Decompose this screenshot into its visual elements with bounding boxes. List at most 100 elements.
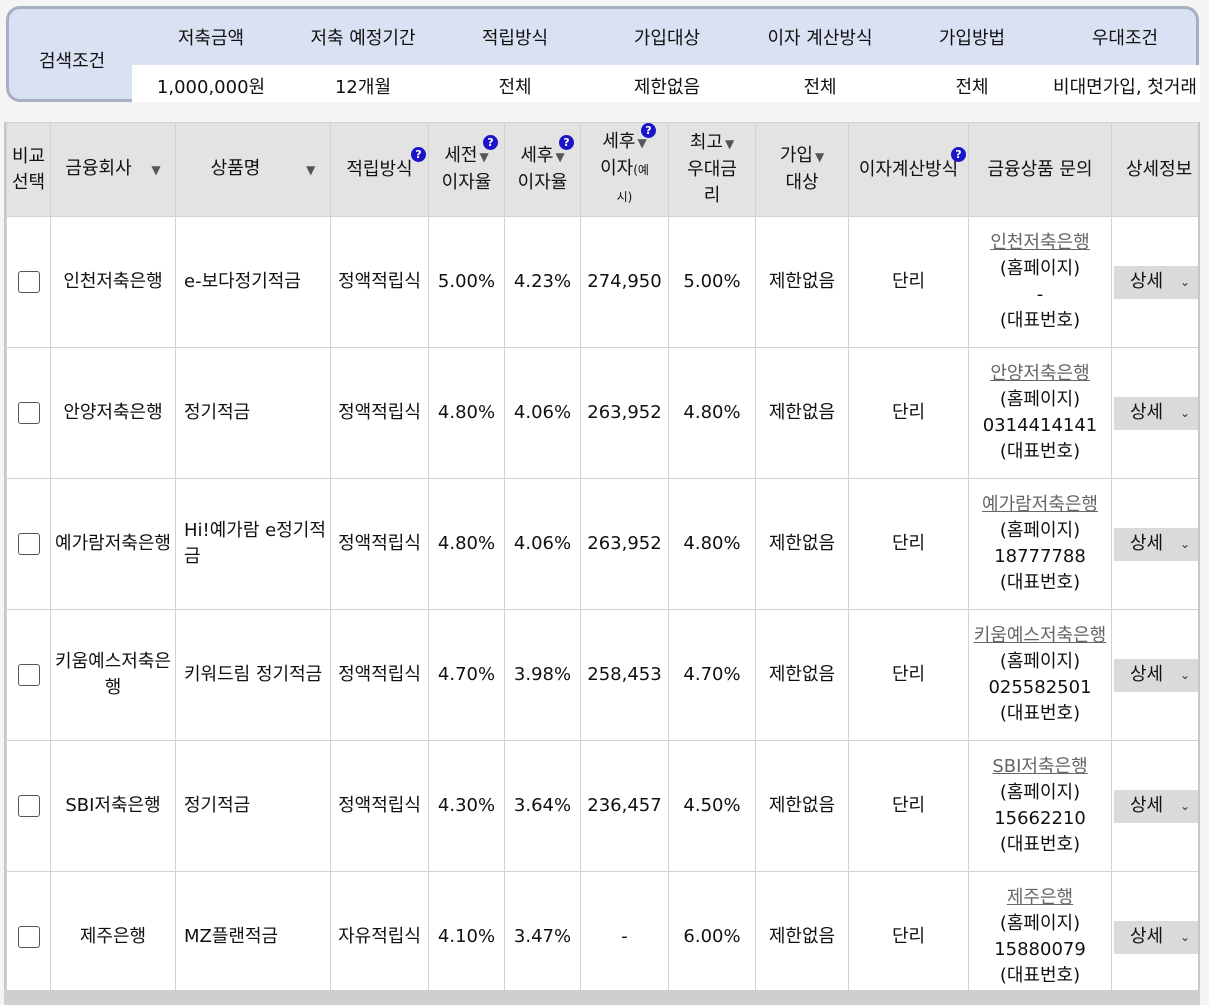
table-row: SBI저축은행 정기적금 정액적립식 4.30% 3.64% 236,457 4… [6,740,1198,872]
chevron-down-icon: ⌄ [1179,537,1190,551]
max-rate-cell: 4.80% [668,478,756,610]
max-rate-cell: 4.50% [668,740,756,872]
cond-header-join: 가입방법 [938,28,1006,49]
cond-header-calc: 이자 계산방식 [767,28,873,49]
header-inquiry: 금융상품 문의 [968,122,1112,217]
interest-cell: - [580,871,669,1000]
target-cell: 제한없음 [755,478,849,610]
detail-select[interactable]: 상세 ⌄ [1114,789,1198,823]
bank-homepage-link[interactable]: 예가람저축은행 [982,494,1098,515]
header-pretax-rate[interactable]: 세전 ▼ 이자율 ? [428,122,505,217]
cond-values-row: 1,000,000원 12개월 전체 제한없음 전체 전체 비대면가입, 첫거래 [132,65,1200,102]
cond-value-method: 전체 [498,77,532,98]
target-cell: 제한없음 [755,871,849,1000]
product-cell: 키워드림 정기적금 [175,609,331,741]
aftertax-cell: 4.06% [504,478,581,610]
inquiry-cell: 예가람저축은행 (홈페이지) 18777788 (대표번호) [968,478,1112,610]
detail-select[interactable]: 상세 ⌄ [1114,265,1198,299]
bank-homepage-link[interactable]: 안양저축은행 [990,363,1090,384]
help-icon[interactable]: ? [411,147,426,162]
detail-select[interactable]: 상세 ⌄ [1114,920,1198,954]
bank-homepage-link[interactable]: 제주은행 [1006,887,1074,908]
pretax-cell: 4.10% [428,871,505,1000]
sort-down-icon[interactable]: ▼ [555,150,565,164]
cond-header-period: 저축 예정기간 [310,28,416,49]
sort-down-icon[interactable]: ▼ [724,137,735,151]
target-cell: 제한없음 [755,347,849,479]
calc-cell: 단리 [848,347,969,479]
header-product[interactable]: 상품명 ▼ [175,122,331,217]
table-row: 예가람저축은행 Hi!예가람 e정기적금 정액적립식 4.80% 4.06% 2… [6,478,1198,610]
table-header-row: 비교 선택 금융회사 ▼ 상품명 ▼ 적립방식 ? 세전 ▼ 이자율 ? 세후 ▼ [6,122,1198,217]
chevron-down-icon: ⌄ [1179,799,1190,813]
phone-number: 18777788 [994,546,1086,567]
target-cell: 제한없음 [755,216,849,348]
sort-down-icon[interactable]: ▼ [479,150,489,164]
compare-checkbox[interactable] [17,795,40,817]
method-cell: 정액적립식 [330,740,429,872]
inquiry-cell: 키움예스저축은행 (홈페이지) 025582501 (대표번호) [968,609,1112,741]
compare-checkbox[interactable] [17,664,40,686]
detail-cell: 상세 ⌄ [1111,478,1198,610]
max-rate-cell: 5.00% [668,216,756,348]
table-row: 키움예스저축은행 키워드림 정기적금 정액적립식 4.70% 3.98% 258… [6,609,1198,741]
compare-checkbox[interactable] [17,926,40,948]
company-cell: 인천저축은행 [50,216,176,348]
help-icon[interactable]: ? [641,123,656,138]
interest-cell: 236,457 [580,740,669,872]
sort-down-icon[interactable]: ▼ [151,163,161,177]
cond-value-period: 12개월 [334,77,392,98]
method-cell: 정액적립식 [330,478,429,610]
method-cell: 정액적립식 [330,609,429,741]
cond-value-calc: 전체 [803,77,837,98]
table-row: 인천저축은행 e-보다정기적금 정액적립식 5.00% 4.23% 274,95… [6,216,1198,348]
sort-down-icon[interactable]: ▼ [814,150,825,164]
compare-checkbox[interactable] [17,271,40,293]
method-cell: 자유적립식 [330,871,429,1000]
detail-cell: 상세 ⌄ [1111,871,1198,1000]
table-row: 안양저축은행 정기적금 정액적립식 4.80% 4.06% 263,952 4.… [6,347,1198,479]
max-rate-cell: 4.70% [668,609,756,741]
phone-number: 15880079 [994,939,1086,960]
detail-select[interactable]: 상세 ⌄ [1114,527,1198,561]
pretax-cell: 4.30% [428,740,505,872]
header-max-rate[interactable]: 최고 ▼ 우대금 리 [668,122,756,217]
cond-value-target: 제한없음 [633,77,701,98]
cond-header-amount: 저축금액 [177,28,245,49]
detail-select[interactable]: 상세 ⌄ [1114,396,1198,430]
help-icon[interactable]: ? [951,147,966,162]
table-bottom-edge [4,990,1200,1005]
help-icon[interactable]: ? [483,135,498,150]
company-cell: 안양저축은행 [50,347,176,479]
aftertax-cell: 3.98% [504,609,581,741]
compare-cell [6,347,51,479]
aftertax-cell: 3.64% [504,740,581,872]
company-cell: 제주은행 [50,871,176,1000]
sort-down-icon[interactable]: ▼ [306,163,316,177]
help-icon[interactable]: ? [559,135,574,150]
compare-cell [6,609,51,741]
compare-checkbox[interactable] [17,533,40,555]
header-target[interactable]: 가입 ▼ 대상 [755,122,849,217]
aftertax-cell: 4.06% [504,347,581,479]
sort-down-icon[interactable]: ▼ [637,136,647,150]
detail-select[interactable]: 상세 ⌄ [1114,658,1198,692]
chevron-down-icon: ⌄ [1179,406,1190,420]
header-aftertax-rate[interactable]: 세후 ▼ 이자율 ? [504,122,581,217]
company-cell: 키움예스저축은행 [50,609,176,741]
bank-homepage-link[interactable]: 인천저축은행 [990,232,1090,253]
interest-cell: 274,950 [580,216,669,348]
compare-checkbox[interactable] [17,402,40,424]
bank-homepage-link[interactable]: 키움예스저축은행 [973,625,1107,646]
calc-cell: 단리 [848,216,969,348]
bank-homepage-link[interactable]: SBI저축은행 [992,756,1088,777]
phone-number: 025582501 [988,677,1092,698]
max-rate-cell: 4.80% [668,347,756,479]
pretax-cell: 5.00% [428,216,505,348]
calc-cell: 단리 [848,871,969,1000]
detail-cell: 상세 ⌄ [1111,347,1198,479]
results-table-wrapper: 비교 선택 금융회사 ▼ 상품명 ▼ 적립방식 ? 세전 ▼ 이자율 ? 세후 ▼ [4,122,1200,1000]
interest-cell: 258,453 [580,609,669,741]
header-company[interactable]: 금융회사 ▼ [50,122,176,217]
header-aftertax-interest[interactable]: 세후 ▼ 이자(예 시) ? [580,122,669,217]
